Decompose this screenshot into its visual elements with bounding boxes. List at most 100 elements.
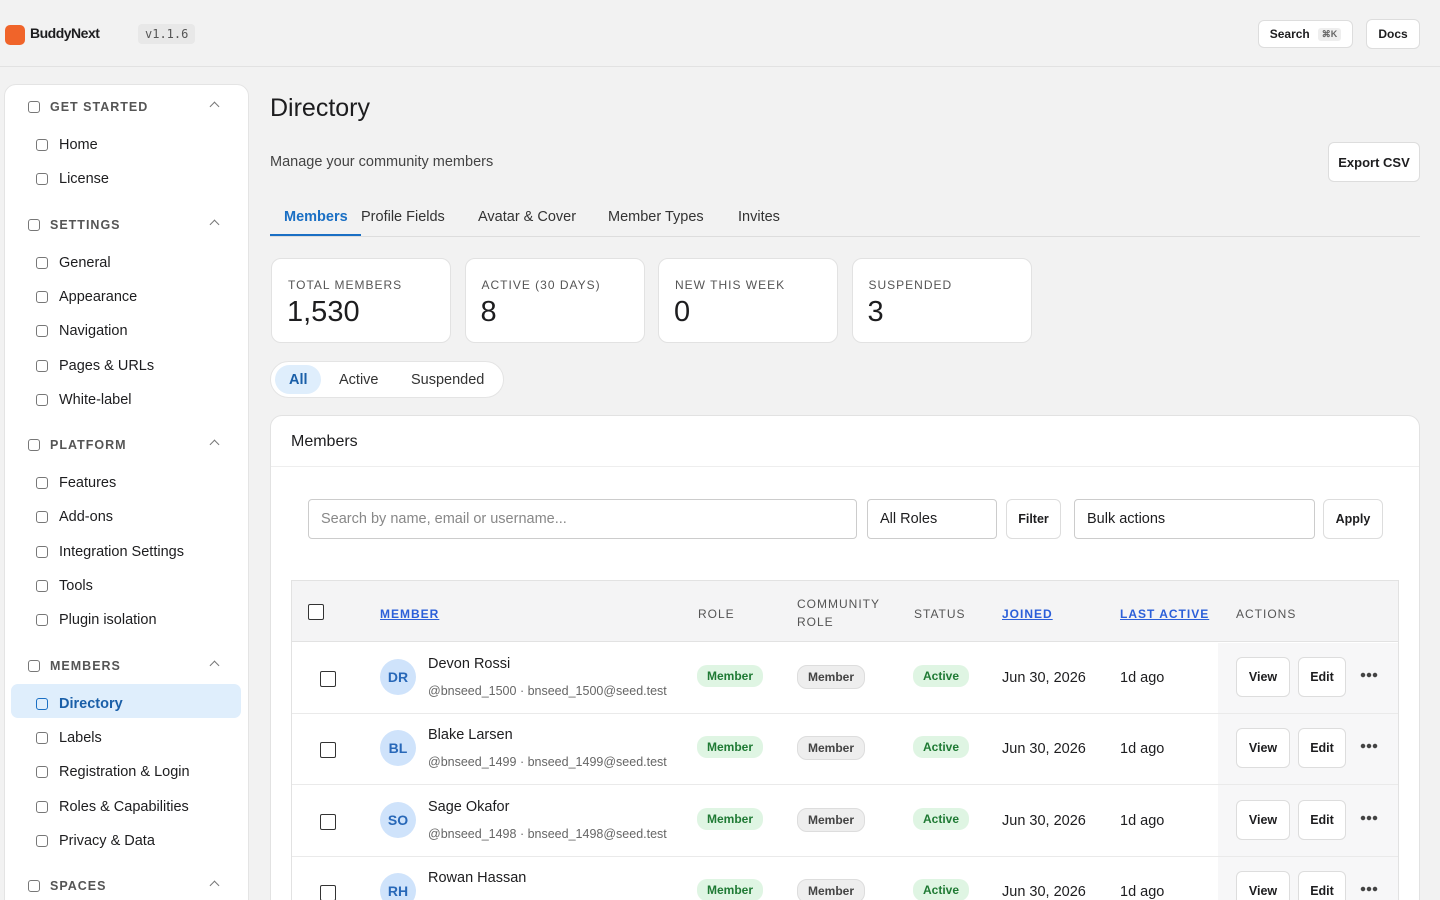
nav-item[interactable]: Add-ons	[59, 509, 114, 526]
stat-card: NEW THIS WEEK 0	[658, 258, 838, 343]
filter-pill[interactable]: Active	[339, 372, 379, 388]
group-title[interactable]: SPACES	[50, 879, 107, 894]
edit-button[interactable]: Edit	[1298, 799, 1346, 840]
edit-button[interactable]: Edit	[1298, 728, 1346, 769]
card-divider	[271, 466, 1419, 467]
selected-highlight	[11, 683, 241, 718]
nav-item[interactable]: Plugin isolation	[59, 612, 157, 629]
tab[interactable]: Invites	[738, 209, 780, 225]
checkbox[interactable]	[320, 884, 336, 900]
more-menu[interactable]	[1360, 740, 1378, 753]
joined: Jun 30, 2026	[1002, 670, 1086, 686]
filter-pill[interactable]: Suspended	[411, 372, 485, 388]
column-header: COMMUNITY ROLE	[797, 597, 880, 629]
stat-card: TOTAL MEMBERS 1,530	[271, 258, 451, 343]
group-title[interactable]: PLATFORM	[50, 438, 127, 453]
nav-item[interactable]: Appearance	[59, 288, 138, 305]
view-button[interactable]: View	[1236, 870, 1290, 900]
column-header[interactable]: LAST ACTIVE	[1120, 607, 1210, 621]
tab[interactable]: Profile Fields	[361, 209, 445, 225]
nav-item[interactable]: Directory	[59, 695, 123, 712]
column-header: ROLE	[698, 607, 735, 621]
status-badge: Active	[913, 878, 970, 900]
view-button[interactable]: View	[1236, 657, 1290, 697]
search-button[interactable]: Search ⌘K	[1258, 20, 1353, 48]
group-title[interactable]: GET STARTED	[50, 100, 149, 114]
item-icon	[36, 766, 48, 779]
tab[interactable]: Member Types	[608, 209, 704, 225]
item-icon	[36, 731, 48, 744]
nav-item[interactable]: White-label	[59, 391, 132, 408]
apply-button[interactable]: Apply	[1323, 499, 1383, 539]
stat-card: SUSPENDED 3	[851, 258, 1032, 343]
checkbox[interactable]	[308, 604, 324, 620]
nav-item[interactable]: Registration & Login	[59, 764, 190, 781]
checkbox[interactable]	[320, 671, 336, 687]
stat-label: TOTAL MEMBERS	[288, 278, 403, 292]
username: @bnseed_1500	[428, 684, 517, 698]
more-menu[interactable]	[1360, 811, 1378, 824]
item-icon	[36, 139, 48, 151]
avatar: BL	[380, 730, 416, 767]
nav-item[interactable]: Home	[59, 137, 98, 153]
edit-button[interactable]: Edit	[1298, 870, 1346, 900]
nav-item[interactable]: Pages & URLs	[59, 357, 155, 374]
nav-item[interactable]: License	[59, 171, 109, 188]
column-header: ACTIONS	[1236, 607, 1297, 621]
nav-item[interactable]: Navigation	[59, 323, 128, 340]
column-header[interactable]: JOINED	[1002, 607, 1053, 621]
tab[interactable]: Members	[284, 209, 348, 225]
view-button[interactable]: View	[1236, 728, 1290, 769]
filter-pill[interactable]: All	[289, 372, 308, 388]
community-role-badge: Member	[797, 665, 866, 689]
group-icon	[28, 659, 40, 672]
last-active: 1d ago	[1120, 670, 1165, 686]
stat-value: 3	[867, 296, 884, 328]
member-name[interactable]: Devon Rossi	[428, 656, 511, 672]
column-header[interactable]: MEMBER	[380, 607, 440, 621]
checkbox[interactable]	[320, 742, 336, 759]
member-name[interactable]: Blake Larsen	[428, 727, 513, 744]
more-menu[interactable]	[1360, 882, 1378, 895]
sidebar	[4, 84, 249, 900]
docs-button[interactable]: Docs	[1366, 19, 1420, 49]
search-input[interactable]: Search by name, email or username...	[308, 499, 857, 539]
item-icon	[36, 545, 48, 558]
avatar: DR	[380, 659, 416, 695]
item-icon	[36, 393, 48, 406]
subtitle: Manage your community members	[270, 154, 494, 170]
role-badge: Member	[697, 807, 764, 830]
group-icon	[28, 439, 40, 452]
joined: Jun 30, 2026	[1002, 812, 1086, 829]
member-name[interactable]: Rowan Hassan	[428, 869, 527, 886]
export-button[interactable]: Export CSV	[1328, 142, 1420, 182]
nav-item[interactable]: Privacy & Data	[59, 832, 155, 849]
view-button[interactable]: View	[1236, 799, 1290, 840]
nav-item[interactable]: General	[59, 254, 111, 271]
item-icon	[36, 800, 48, 813]
more-menu[interactable]	[1360, 669, 1378, 681]
group-icon	[28, 101, 40, 113]
stat-value: 0	[674, 296, 691, 328]
nav-item[interactable]: Roles & Capabilities	[59, 798, 189, 815]
role-select[interactable]: All Roles	[867, 499, 997, 539]
group-title[interactable]: MEMBERS	[50, 658, 121, 673]
header-divider	[0, 66, 1440, 67]
edit-button[interactable]: Edit	[1298, 657, 1346, 697]
nav-item[interactable]: Features	[59, 475, 117, 492]
item-icon	[36, 359, 48, 372]
group-title[interactable]: SETTINGS	[50, 217, 121, 232]
card-title: Members	[291, 433, 358, 450]
search-label: Search	[1269, 27, 1310, 41]
nav-item[interactable]: Labels	[59, 729, 102, 746]
tab[interactable]: Avatar & Cover	[478, 209, 577, 225]
item-icon	[36, 173, 48, 186]
nav-item[interactable]: Tools	[59, 578, 93, 594]
group-icon	[28, 218, 40, 231]
role-badge: Member	[697, 665, 764, 687]
filter-button[interactable]: Filter	[1006, 499, 1061, 539]
checkbox[interactable]	[320, 813, 336, 830]
nav-item[interactable]: Integration Settings	[59, 543, 184, 560]
bulk-select[interactable]: Bulk actions	[1074, 499, 1315, 539]
member-name[interactable]: Sage Okafor	[428, 798, 510, 815]
